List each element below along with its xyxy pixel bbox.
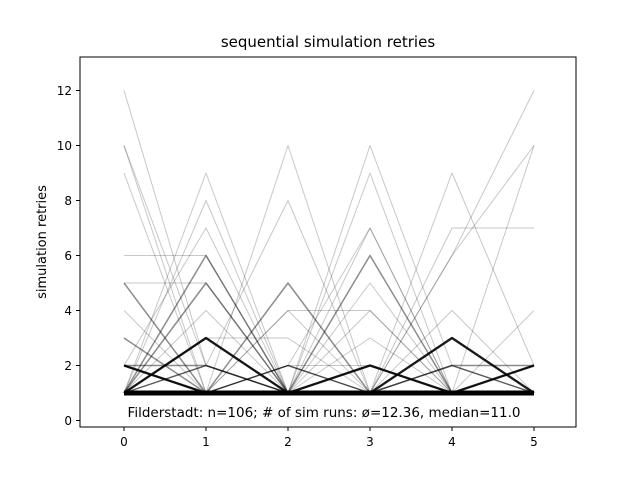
y-axis-ticks: 0 2 4 6 8 10 12 [57, 84, 80, 428]
x-tick-label: 2 [284, 435, 292, 449]
x-axis-ticks: 0 1 2 3 4 5 [120, 427, 538, 449]
stats-annotation: Filderstadt: n=106; # of sim runs: ø=12.… [128, 405, 521, 421]
y-tick-label: 2 [64, 359, 72, 373]
y-tick-label: 0 [64, 414, 72, 428]
y-tick-label: 10 [57, 139, 72, 153]
x-tick-label: 4 [448, 435, 456, 449]
y-axis-label: simulation retries [35, 185, 50, 299]
y-tick-label: 12 [57, 84, 72, 98]
y-tick-label: 8 [64, 194, 72, 208]
chart-title: sequential simulation retries [221, 33, 435, 51]
x-tick-label: 3 [366, 435, 374, 449]
y-tick-label: 4 [64, 304, 72, 318]
x-tick-label: 0 [120, 435, 128, 449]
series-lines [123, 90, 535, 396]
x-tick-label: 1 [202, 435, 210, 449]
axes-frame [79, 56, 577, 428]
x-tick-label: 5 [530, 435, 538, 449]
y-tick-label: 6 [64, 249, 72, 263]
